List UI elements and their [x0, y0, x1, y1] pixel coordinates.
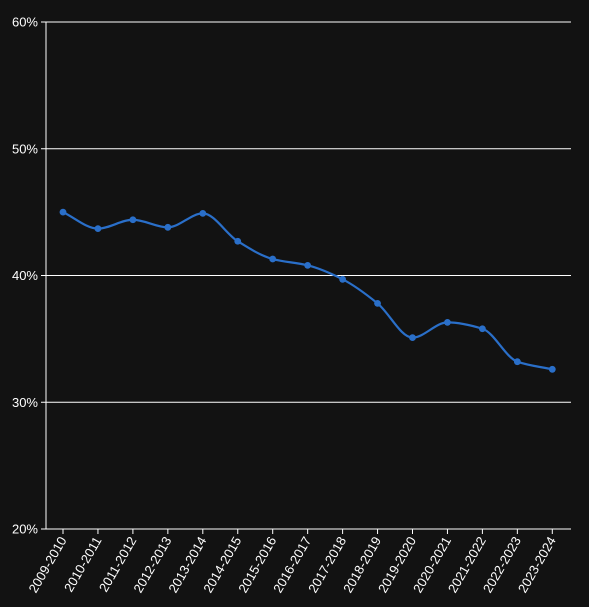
data-point-2018-2019[interactable] — [374, 299, 381, 307]
data-point-2020-2021[interactable] — [444, 318, 451, 326]
data-points — [59, 208, 556, 373]
data-point-2021-2022[interactable] — [479, 325, 486, 333]
data-point-2016-2017[interactable] — [304, 261, 312, 269]
data-point-2014-2015[interactable] — [234, 237, 242, 245]
data-point-2012-2013[interactable] — [164, 223, 172, 231]
y-tick-label: 30% — [12, 395, 38, 410]
data-point-2022-2023[interactable] — [513, 358, 521, 366]
data-point-2010-2011[interactable] — [94, 225, 102, 233]
data-point-2011-2012[interactable] — [129, 216, 137, 224]
y-tick-label: 20% — [12, 522, 38, 537]
series-line — [61, 211, 554, 371]
series-line-path — [61, 211, 554, 371]
gridlines — [46, 21, 571, 403]
data-point-2013-2014[interactable] — [199, 209, 207, 217]
y-tick-label: 50% — [12, 141, 38, 156]
data-point-2009-2010[interactable] — [59, 208, 67, 216]
data-point-2023-2024[interactable] — [548, 365, 556, 373]
y-tick-label: 60% — [12, 15, 38, 30]
data-point-2017-2018[interactable] — [339, 275, 346, 283]
data-point-2015-2016[interactable] — [269, 255, 277, 263]
axes — [41, 21, 571, 534]
x-tick-labels: 2009-20102010-20112011-20122012-20132013… — [26, 534, 559, 595]
y-tick-label: 40% — [12, 268, 38, 283]
data-point-2019-2020[interactable] — [409, 334, 416, 342]
y-tick-labels: 20% 30% 40% 50% 60% — [12, 15, 38, 537]
